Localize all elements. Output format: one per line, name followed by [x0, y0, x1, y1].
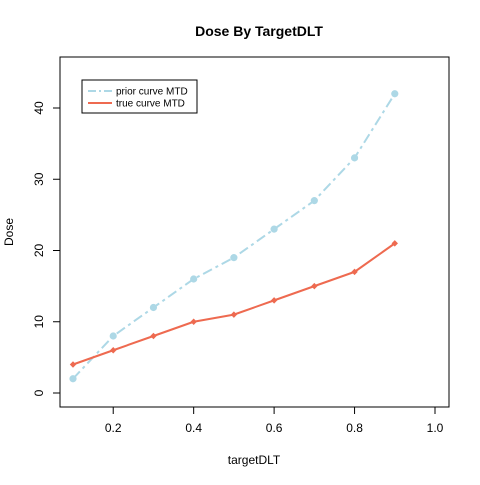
y-axis-label: Dose [2, 218, 16, 246]
true-curve-mtd-point [311, 282, 318, 290]
x-axis-label: targetDLT [228, 453, 281, 467]
y-tick-label: 40 [32, 101, 46, 115]
prior-curve-mtd-point [190, 275, 198, 283]
true-curve-mtd-point [110, 347, 117, 354]
prior-curve-mtd-point [230, 254, 238, 262]
x-tick-label: 0.8 [346, 421, 363, 435]
x-axis: 0.2 0.4 0.6 0.8 1.0 [105, 406, 444, 435]
prior-curve-mtd-point [149, 303, 158, 312]
y-tick-label: 30 [32, 172, 46, 186]
true-curve-mtd-point [351, 268, 358, 276]
true-curve-mtd-point [190, 318, 197, 325]
true-curve-mtd-point [69, 361, 77, 368]
y-tick-label: 0 [32, 389, 46, 396]
true-curve-mtd-legend-label: true curve MTD [116, 99, 185, 110]
true-curve-mtd-point [230, 311, 238, 318]
true-curve-mtd-line [72, 242, 396, 366]
y-tick-label: 20 [32, 244, 46, 258]
chart-title: Dose By TargetDLT [195, 23, 323, 39]
prior-curve-mtd-line [72, 93, 396, 380]
true-curve-mtd-point [150, 332, 157, 340]
prior-curve-mtd-point [391, 90, 399, 98]
prior-curve-mtd-point [350, 154, 359, 162]
legend-box [81, 79, 198, 114]
true-curve-mtd-point [391, 240, 398, 247]
prior-curve-mtd-point [109, 332, 117, 340]
prior-curve-mtd-point [310, 197, 318, 205]
y-tick-label: 10 [32, 315, 46, 329]
series-layer [69, 90, 399, 383]
x-tick-label: 0.2 [105, 421, 122, 435]
prior-curve-mtd-point [69, 375, 77, 383]
x-tick-label: 1.0 [427, 421, 444, 435]
y-axis: 0 10 20 30 40 [32, 101, 61, 396]
x-tick-label: 0.4 [185, 421, 202, 435]
x-tick-label: 0.6 [266, 421, 283, 435]
prior-curve-mtd-point [270, 225, 278, 233]
true-curve-mtd-point [270, 297, 278, 304]
prior-curve-mtd-legend-label: prior curve MTD [116, 87, 188, 98]
